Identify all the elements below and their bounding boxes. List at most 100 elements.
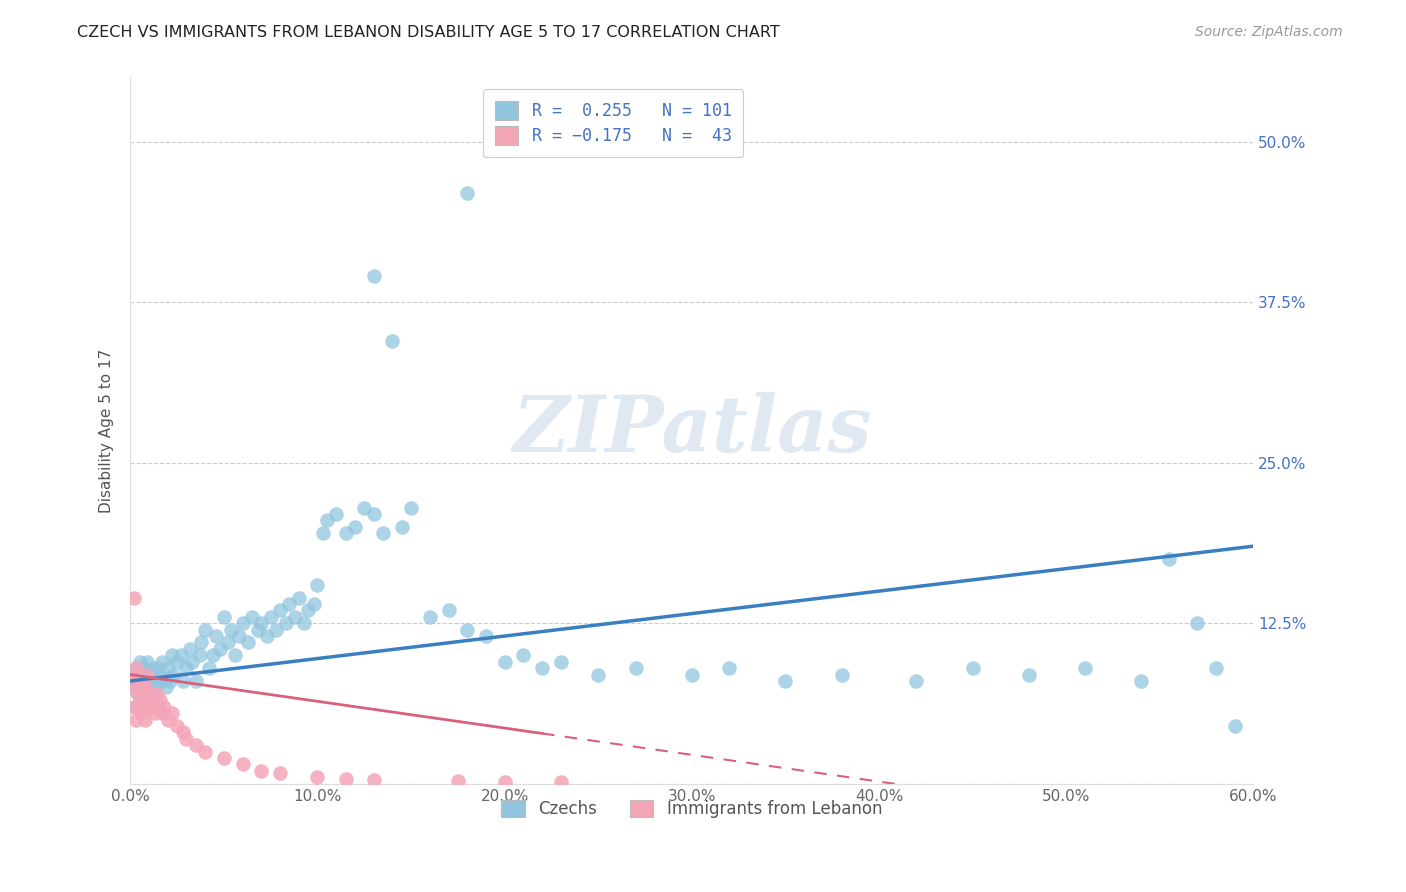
Immigrants from Lebanon [122, 591, 145, 605]
Text: CZECH VS IMMIGRANTS FROM LEBANON DISABILITY AGE 5 TO 17 CORRELATION CHART: CZECH VS IMMIGRANTS FROM LEBANON DISABIL… [77, 25, 780, 40]
Czechs [307, 577, 329, 591]
Czechs [391, 520, 413, 534]
Czechs [132, 687, 155, 701]
Czechs [302, 597, 325, 611]
Immigrants from Lebanon [166, 719, 188, 733]
Immigrants from Lebanon [269, 766, 291, 780]
Czechs [194, 623, 217, 637]
Immigrants from Lebanon [131, 681, 153, 695]
Czechs [240, 609, 263, 624]
Czechs [399, 500, 422, 515]
Czechs [284, 609, 307, 624]
Immigrants from Lebanon [335, 772, 357, 786]
Czechs [292, 616, 315, 631]
Czechs [343, 520, 366, 534]
Czechs [166, 655, 188, 669]
Immigrants from Lebanon [153, 699, 176, 714]
Czechs [150, 655, 173, 669]
Czechs [179, 641, 201, 656]
Czechs [831, 667, 853, 681]
Immigrants from Lebanon [128, 699, 150, 714]
Czechs [456, 186, 478, 200]
Czechs [681, 667, 703, 681]
Czechs [1223, 719, 1246, 733]
Czechs [136, 681, 159, 695]
Immigrants from Lebanon [176, 731, 198, 746]
Immigrants from Lebanon [307, 770, 329, 784]
Czechs [494, 655, 516, 669]
Immigrants from Lebanon [194, 745, 217, 759]
Czechs [128, 693, 150, 707]
Czechs [250, 616, 273, 631]
Immigrants from Lebanon [184, 738, 207, 752]
Czechs [181, 655, 204, 669]
Immigrants from Lebanon [121, 681, 143, 695]
Czechs [131, 681, 153, 695]
Czechs [312, 526, 335, 541]
Czechs [209, 641, 232, 656]
Czechs [335, 526, 357, 541]
Czechs [475, 629, 498, 643]
Czechs [232, 616, 254, 631]
Czechs [315, 513, 337, 527]
Immigrants from Lebanon [250, 764, 273, 778]
Czechs [134, 667, 156, 681]
Czechs [224, 648, 246, 663]
Czechs [266, 623, 288, 637]
Czechs [278, 597, 301, 611]
Immigrants from Lebanon [550, 775, 572, 789]
Text: ZIPatlas: ZIPatlas [512, 392, 872, 469]
Immigrants from Lebanon [127, 667, 149, 681]
Immigrants from Lebanon [122, 673, 145, 688]
Czechs [142, 661, 165, 675]
Immigrants from Lebanon [145, 687, 167, 701]
Czechs [363, 507, 385, 521]
Czechs [131, 673, 153, 688]
Czechs [212, 609, 235, 624]
Y-axis label: Disability Age 5 to 17: Disability Age 5 to 17 [100, 349, 114, 513]
Czechs [170, 648, 193, 663]
Czechs [153, 673, 176, 688]
Czechs [1074, 661, 1097, 675]
Czechs [512, 648, 534, 663]
Czechs [905, 673, 928, 688]
Czechs [198, 661, 221, 675]
Czechs [159, 673, 181, 688]
Czechs [155, 681, 177, 695]
Czechs [201, 648, 224, 663]
Czechs [176, 661, 198, 675]
Immigrants from Lebanon [139, 699, 162, 714]
Czechs [190, 635, 212, 649]
Czechs [160, 648, 183, 663]
Czechs [127, 687, 149, 701]
Immigrants from Lebanon [363, 772, 385, 787]
Immigrants from Lebanon [128, 673, 150, 688]
Czechs [125, 699, 148, 714]
Immigrants from Lebanon [132, 673, 155, 688]
Czechs [145, 673, 167, 688]
Czechs [121, 681, 143, 695]
Immigrants from Lebanon [212, 751, 235, 765]
Czechs [156, 661, 179, 675]
Immigrants from Lebanon [172, 725, 194, 739]
Czechs [274, 616, 297, 631]
Czechs [1130, 673, 1153, 688]
Czechs [775, 673, 797, 688]
Czechs [221, 623, 243, 637]
Czechs [419, 609, 441, 624]
Czechs [138, 673, 160, 688]
Czechs [531, 661, 554, 675]
Czechs [624, 661, 647, 675]
Legend: Czechs, Immigrants from Lebanon: Czechs, Immigrants from Lebanon [495, 793, 889, 825]
Immigrants from Lebanon [148, 699, 170, 714]
Czechs [162, 667, 184, 681]
Czechs [325, 507, 347, 521]
Czechs [1205, 661, 1227, 675]
Czechs [217, 635, 239, 649]
Czechs [1018, 667, 1040, 681]
Czechs [297, 603, 319, 617]
Immigrants from Lebanon [150, 706, 173, 720]
Czechs [148, 661, 170, 675]
Czechs [172, 673, 194, 688]
Czechs [718, 661, 741, 675]
